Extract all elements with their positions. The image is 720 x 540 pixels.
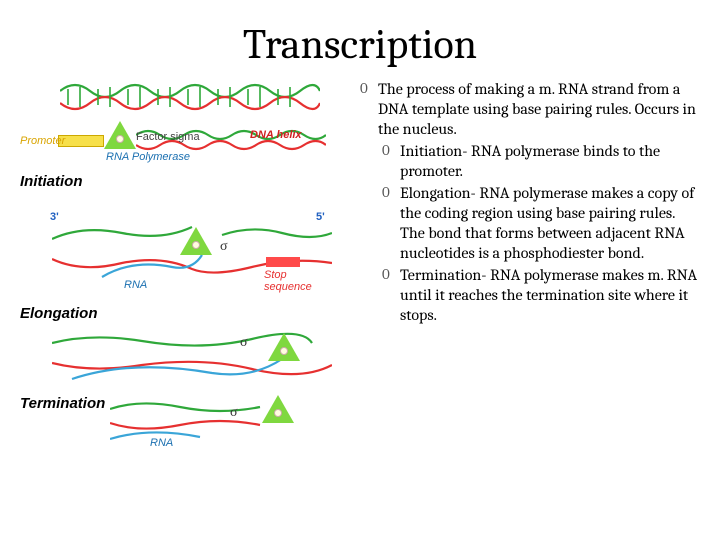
termination-label: Termination [20,395,105,412]
polymerase-elongation2-icon [268,333,300,361]
factor-sigma-label: Factor sigma [136,131,200,143]
stop-box-elongation-icon [266,257,300,267]
sub-bullet-list: Initiation- RNA polymerase binds to the … [378,141,700,325]
initiation-label: Initiation [20,173,83,190]
content-row: Promoter Factor sigma DNA helix RNA Poly… [0,79,720,459]
elongation-label: Elongation [20,305,98,322]
rna-label-elongation: RNA [124,279,147,291]
diagram-column: Promoter Factor sigma DNA helix RNA Poly… [20,79,350,459]
transcription-diagram: Promoter Factor sigma DNA helix RNA Poly… [20,79,340,459]
main-bullet-text: The process of making a m. RNA strand fr… [378,80,696,138]
bullet-list: The process of making a m. RNA strand fr… [360,79,700,325]
sub-bullet-text: Initiation- RNA polymerase binds to the … [400,142,660,180]
sub-bullet-elongation: Elongation- RNA polymerase makes a copy … [400,183,700,263]
dna-helix-top [60,79,320,119]
sigma-termination: σ [230,405,238,421]
polymerase-termination-icon [262,395,294,423]
stop-sequence-label: Stop sequence [264,269,324,293]
rna-polymerase-label: RNA Polymerase [106,151,190,163]
promoter-label: Promoter [20,135,65,147]
rna-label-termination: RNA [150,437,173,449]
sub-bullet-termination: Termination- RNA polymerase makes m. RNA… [400,265,700,325]
sub-bullet-text: Termination- RNA polymerase makes m. RNA… [400,266,697,324]
page-title: Transcription [0,0,720,79]
sub-bullet-text: Elongation- RNA polymerase makes a copy … [400,184,694,262]
main-bullet: The process of making a m. RNA strand fr… [378,79,700,325]
sigma-elongation: σ [220,239,228,255]
sub-bullet-initiation: Initiation- RNA polymerase binds to the … [400,141,700,181]
polymerase-initiation-icon [104,121,136,149]
polymerase-elongation-icon [180,227,212,255]
dna-helix-label: DNA helix [250,129,302,141]
text-column: The process of making a m. RNA strand fr… [350,79,700,459]
sigma-elongation2: σ [240,335,248,351]
